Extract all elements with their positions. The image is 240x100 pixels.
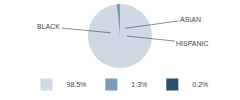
svg-text:HISPANIC: HISPANIC — [176, 40, 209, 47]
svg-text:ASIAN: ASIAN — [180, 16, 201, 23]
svg-text:BLACK: BLACK — [37, 23, 60, 30]
svg-text:98.5%: 98.5% — [67, 81, 87, 88]
svg-text:1.3%: 1.3% — [131, 81, 147, 88]
svg-text:0.2%: 0.2% — [192, 81, 208, 88]
